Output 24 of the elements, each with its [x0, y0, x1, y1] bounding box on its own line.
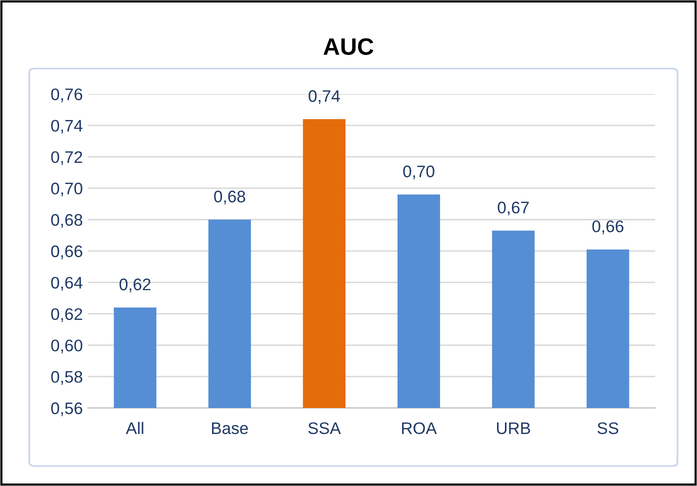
x-tick-label: All — [126, 422, 144, 434]
y-tick-label: 0,70 — [51, 182, 82, 196]
x-tick-label: Base — [212, 422, 248, 434]
x-tick-label: URB — [497, 422, 530, 434]
y-tick-label: 0,76 — [51, 88, 82, 102]
data-label: 0,70 — [403, 166, 434, 180]
data-label: 0,66 — [592, 220, 624, 234]
y-tick-label: 0,68 — [51, 214, 82, 228]
x-tick-label: SSA — [308, 422, 341, 434]
y-tick-label: 0,58 — [51, 371, 82, 385]
x-tick-label: ROA — [402, 422, 437, 434]
chart-title: AUC — [324, 38, 374, 55]
data-label: 0,62 — [120, 278, 150, 292]
y-tick-label: 0,56 — [51, 402, 82, 416]
data-label: 0,68 — [214, 190, 246, 204]
x-tick-label: SS — [598, 422, 618, 434]
y-tick-label: 0,74 — [51, 120, 82, 134]
y-tick-label: 0,64 — [51, 276, 82, 291]
y-tick-label: 0,62 — [51, 308, 82, 322]
y-tick-label: 0,72 — [51, 151, 82, 166]
y-tick-label: 0,66 — [51, 245, 82, 260]
data-label: 0,67 — [498, 202, 529, 216]
data-label: 0,74 — [308, 90, 340, 104]
y-tick-label: 0,60 — [51, 340, 82, 354]
